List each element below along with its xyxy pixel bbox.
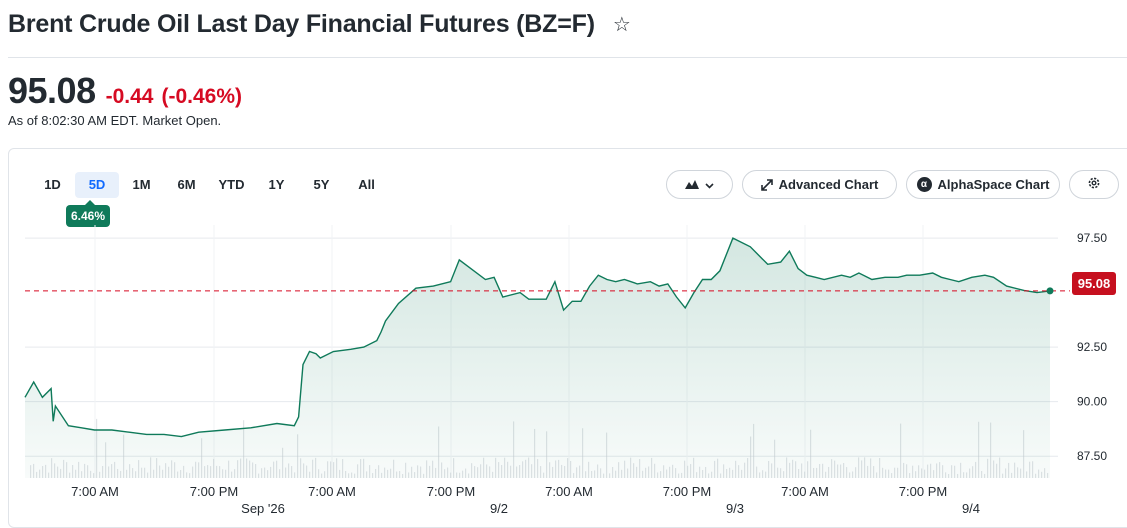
range-6m[interactable]: 6M — [177, 177, 196, 192]
title-row: Brent Crude Oil Last Day Financial Futur… — [8, 10, 631, 39]
chevron-down-icon — [705, 177, 714, 192]
as-of-timestamp: As of 8:02:30 AM EDT. Market Open. — [8, 113, 222, 128]
star-icon[interactable]: ☆ — [612, 14, 631, 36]
range-1d[interactable]: 1D — [44, 177, 61, 192]
expand-icon — [760, 178, 773, 191]
advanced-chart-button[interactable]: Advanced Chart — [742, 170, 897, 199]
y-tick-label: 92.50 — [1077, 340, 1107, 354]
range-change-badge: 6.46% — [66, 200, 111, 227]
range-selector: 1D 5D 1M 6M YTD 1Y 5Y All — [30, 172, 389, 198]
x-tick-label: 7:00 AM — [71, 484, 119, 499]
price-label-tag: 95.08 — [1072, 272, 1116, 295]
page-title: Brent Crude Oil Last Day Financial Futur… — [8, 10, 595, 38]
x-tick-label: 7:00 PM — [663, 484, 711, 499]
price-change-percent: (-0.46%) — [161, 85, 242, 108]
x-tick-label: 7:00 AM — [781, 484, 829, 499]
y-tick-label: 87.50 — [1077, 449, 1107, 463]
range-1m[interactable]: 1M — [132, 177, 151, 192]
date-label: Sep '26 — [241, 501, 285, 516]
last-price-dot — [1046, 287, 1054, 295]
range-5d[interactable]: 5D — [75, 172, 119, 198]
divider — [8, 57, 1127, 58]
range-1y[interactable]: 1Y — [268, 177, 285, 192]
x-tick-label: 7:00 PM — [427, 484, 475, 499]
mountain-chart-icon — [685, 177, 699, 192]
alphaspace-chart-label: AlphaSpace Chart — [937, 177, 1050, 192]
x-tick-label: 7:00 PM — [899, 484, 947, 499]
y-tick-label: 90.00 — [1077, 395, 1107, 409]
price-line — [24, 237, 1051, 438]
quote-row: 95.08 -0.44 (-0.46%) — [8, 70, 242, 112]
date-label: 9/3 — [726, 501, 744, 516]
alphaspace-icon: α — [916, 177, 932, 192]
price-change: -0.44 — [105, 85, 154, 108]
current-price: 95.08 — [8, 70, 96, 111]
chart-type-button[interactable] — [666, 170, 733, 199]
range-5y[interactable]: 5Y — [313, 177, 330, 192]
advanced-chart-label: Advanced Chart — [778, 177, 879, 192]
gear-icon — [1087, 176, 1101, 193]
x-tick-label: 7:00 AM — [545, 484, 593, 499]
price-area — [25, 238, 1050, 478]
date-label: 9/4 — [962, 501, 980, 516]
date-label: 9/2 — [490, 501, 508, 516]
y-tick-label: 97.50 — [1077, 231, 1107, 245]
alphaspace-chart-button[interactable]: α AlphaSpace Chart — [906, 170, 1060, 199]
x-tick-label: 7:00 PM — [190, 484, 238, 499]
range-all[interactable]: All — [358, 177, 375, 192]
settings-button[interactable] — [1069, 170, 1119, 199]
range-ytd[interactable]: YTD — [218, 177, 245, 192]
x-tick-label: 7:00 AM — [308, 484, 356, 499]
